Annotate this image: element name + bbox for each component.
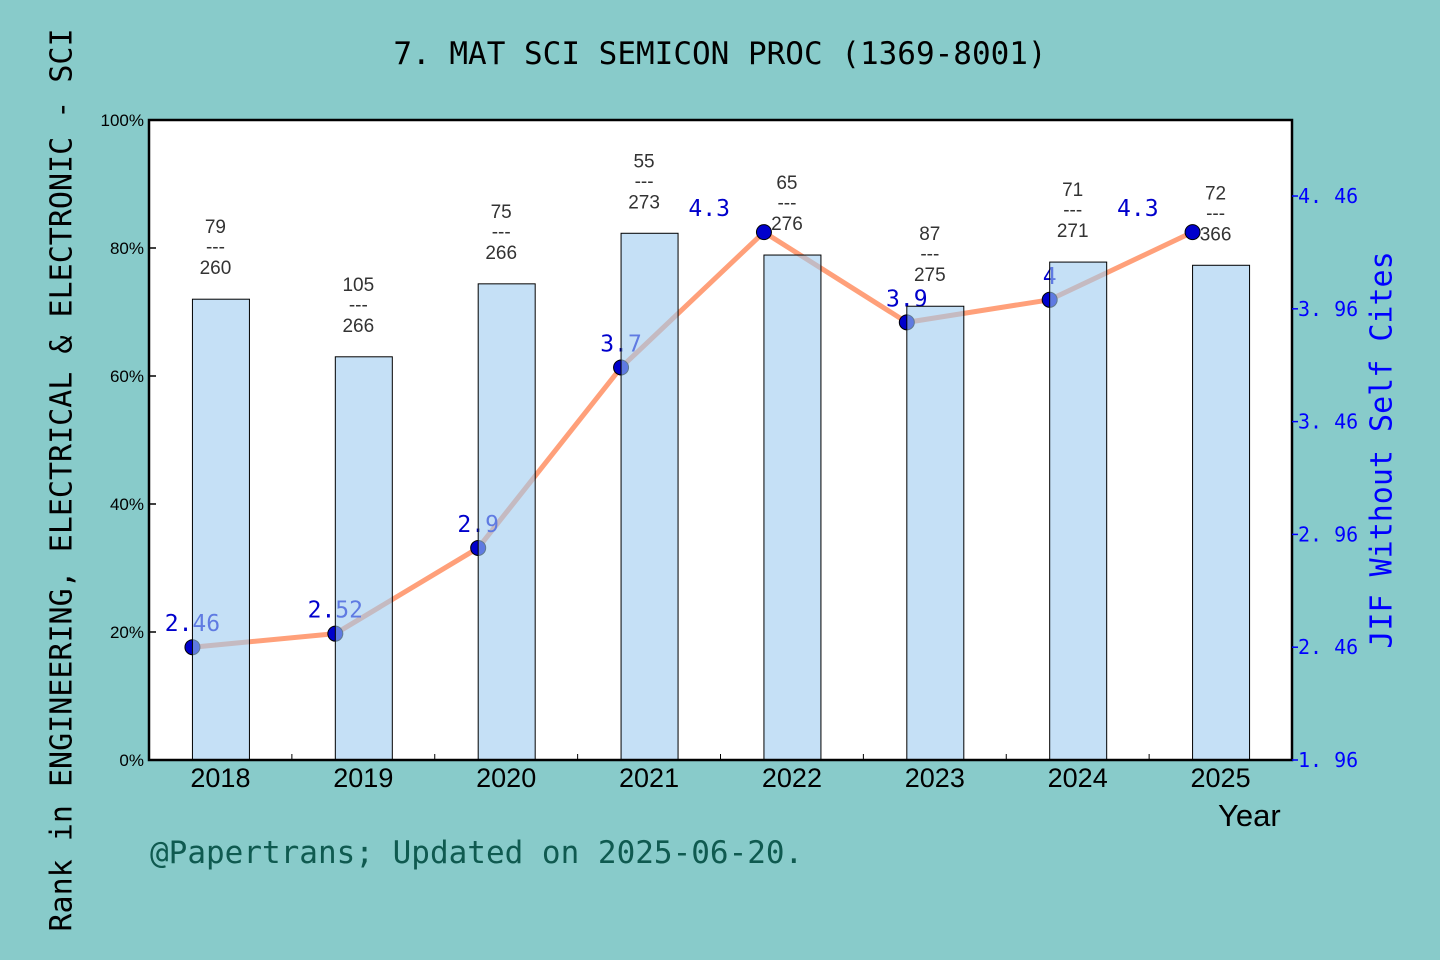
rank-separator: ---	[349, 295, 368, 316]
rank-label: 65---276	[771, 173, 803, 235]
rank-label: 105---266	[342, 275, 374, 337]
y-tick-label: 20%	[110, 623, 144, 642]
jif-label: 4.3	[688, 196, 730, 222]
x-tick-label: 2023	[905, 763, 965, 793]
rank-total: 276	[771, 214, 803, 235]
rank-total: 273	[628, 192, 660, 213]
y-tick-label: 80%	[110, 239, 144, 258]
rank-value: 105	[342, 275, 374, 296]
rank-bar	[1192, 264, 1251, 761]
y2-tick-label: 2. 96	[1298, 522, 1358, 546]
y-tick-label: 100%	[101, 111, 144, 130]
rank-separator: ---	[635, 171, 654, 192]
rank-value: 55	[633, 151, 654, 172]
x-tick-label: 2025	[1191, 763, 1251, 793]
rank-bar	[191, 298, 250, 761]
x-tick-label: 2022	[762, 763, 822, 793]
rank-total: 260	[200, 258, 232, 279]
jif-point	[1184, 224, 1201, 241]
rank-separator: ---	[492, 222, 511, 243]
y2-tick-label: 2. 46	[1298, 635, 1358, 659]
rank-total: 266	[485, 243, 517, 264]
y2-tick-label: 3. 96	[1298, 297, 1358, 321]
x-axis-label: Year	[1218, 798, 1281, 833]
rank-bar	[1049, 261, 1108, 761]
rank-total: 366	[1200, 224, 1232, 245]
y-tick-label: 0%	[119, 751, 144, 770]
rank-label: 72---366	[1200, 183, 1232, 245]
x-tick-label: 2019	[333, 763, 393, 793]
rank-separator: ---	[920, 244, 939, 265]
rank-value: 79	[205, 217, 226, 238]
rank-separator: ---	[1206, 203, 1225, 224]
rank-bar	[620, 232, 679, 761]
rank-value: 87	[919, 224, 940, 245]
y2-tick-label: 3. 46	[1298, 410, 1358, 434]
y2-tick-label: 1. 96	[1298, 748, 1358, 772]
rank-separator: ---	[777, 193, 796, 214]
y-tick-label: 40%	[110, 495, 144, 514]
rank-label: 79---260	[200, 217, 232, 279]
jif-label: 4.3	[1117, 196, 1159, 222]
credit-text: @Papertrans; Updated on 2025-06-20.	[150, 835, 804, 871]
rank-separator: ---	[206, 237, 225, 258]
x-tick-label: 2018	[190, 763, 250, 793]
rank-total: 271	[1057, 221, 1089, 242]
rank-bar	[763, 254, 822, 761]
rank-bar	[334, 356, 393, 761]
x-tick-label: 2024	[1048, 763, 1108, 793]
y-tick-label: 60%	[110, 367, 144, 386]
rank-value: 71	[1062, 180, 1083, 201]
rank-value: 75	[491, 202, 512, 223]
rank-separator: ---	[1063, 200, 1082, 221]
chart-title: 7. MAT SCI SEMICON PROC (1369-8001)	[393, 36, 1047, 72]
rank-total: 275	[914, 265, 946, 286]
rank-label: 75---266	[485, 202, 517, 264]
rank-total: 266	[342, 316, 374, 337]
y2-tick-label: 4. 46	[1298, 184, 1358, 208]
x-tick-label: 2020	[476, 763, 536, 793]
rank-label: 87---275	[914, 224, 946, 286]
rank-value: 72	[1205, 183, 1226, 204]
x-tick-label: 2021	[619, 763, 679, 793]
rank-label: 55---273	[628, 151, 660, 213]
rank-bar	[477, 283, 536, 761]
rank-value: 65	[776, 173, 797, 194]
jif-point	[755, 224, 772, 241]
rank-bar	[906, 305, 965, 761]
rank-label: 71---271	[1057, 180, 1089, 242]
